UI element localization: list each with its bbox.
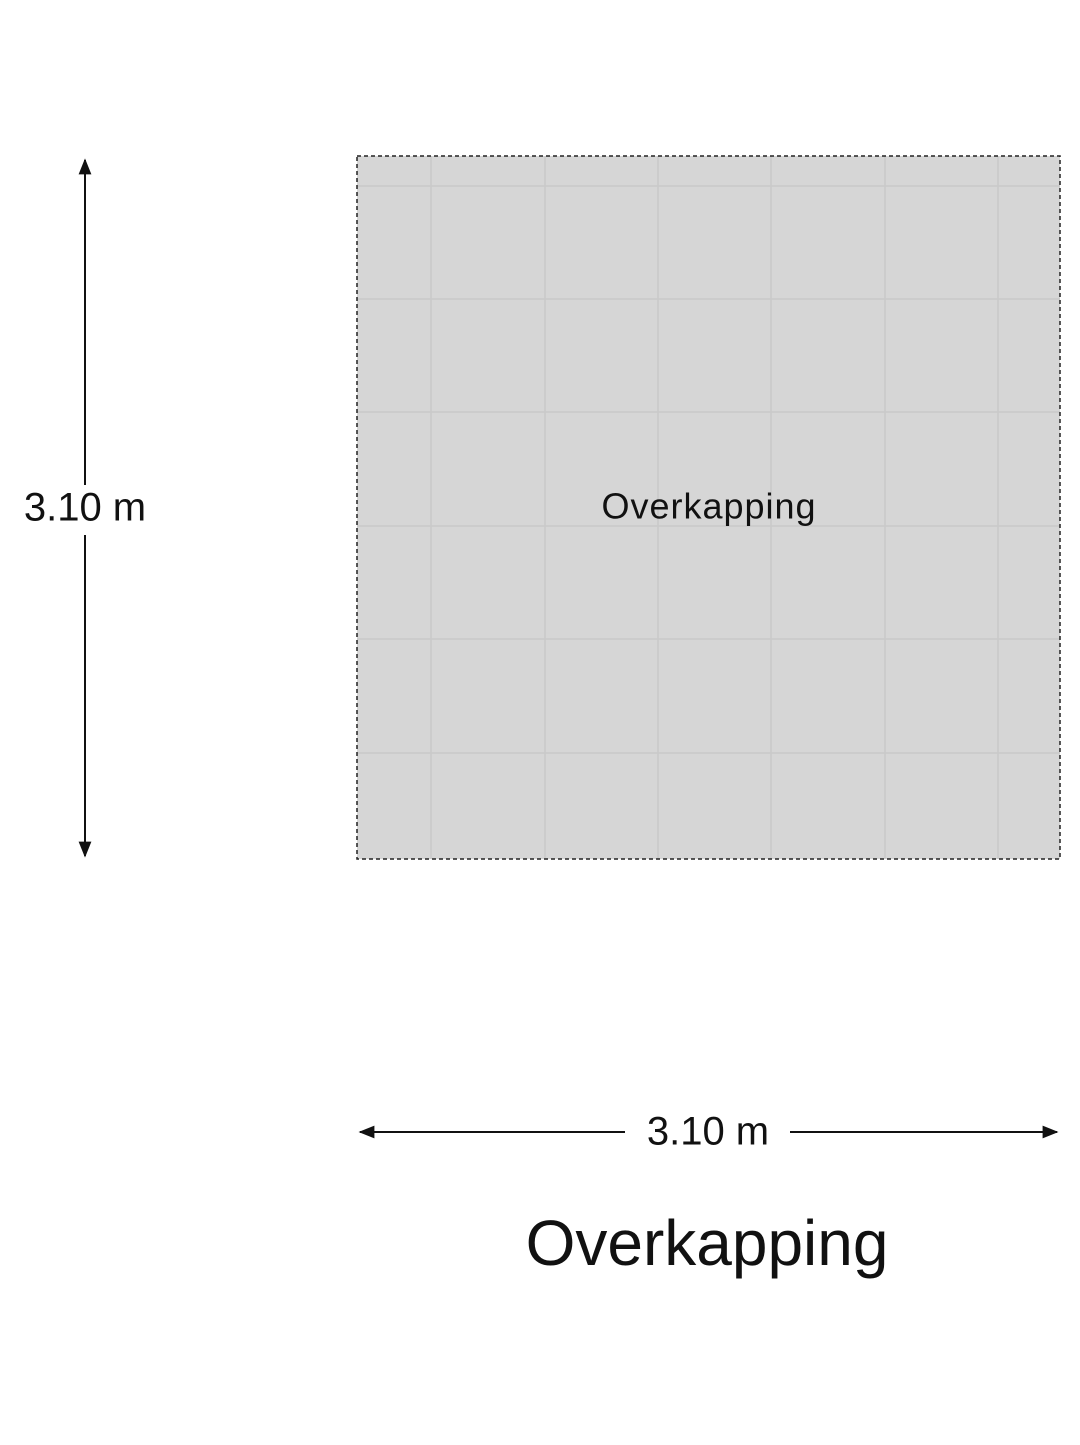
height-dimension: 3.10 m <box>24 158 146 858</box>
width-label: 3.10 m <box>647 1110 769 1154</box>
tile-grid <box>357 156 1060 859</box>
footer-title: Overkapping <box>526 1207 889 1279</box>
room-label: Overkapping <box>601 486 816 527</box>
height-label: 3.10 m <box>24 486 146 530</box>
room-floor <box>357 156 1060 859</box>
width-dimension: 3.10 m <box>358 1110 1059 1154</box>
room: Overkapping <box>356 155 1061 860</box>
room-outline <box>356 155 1061 860</box>
